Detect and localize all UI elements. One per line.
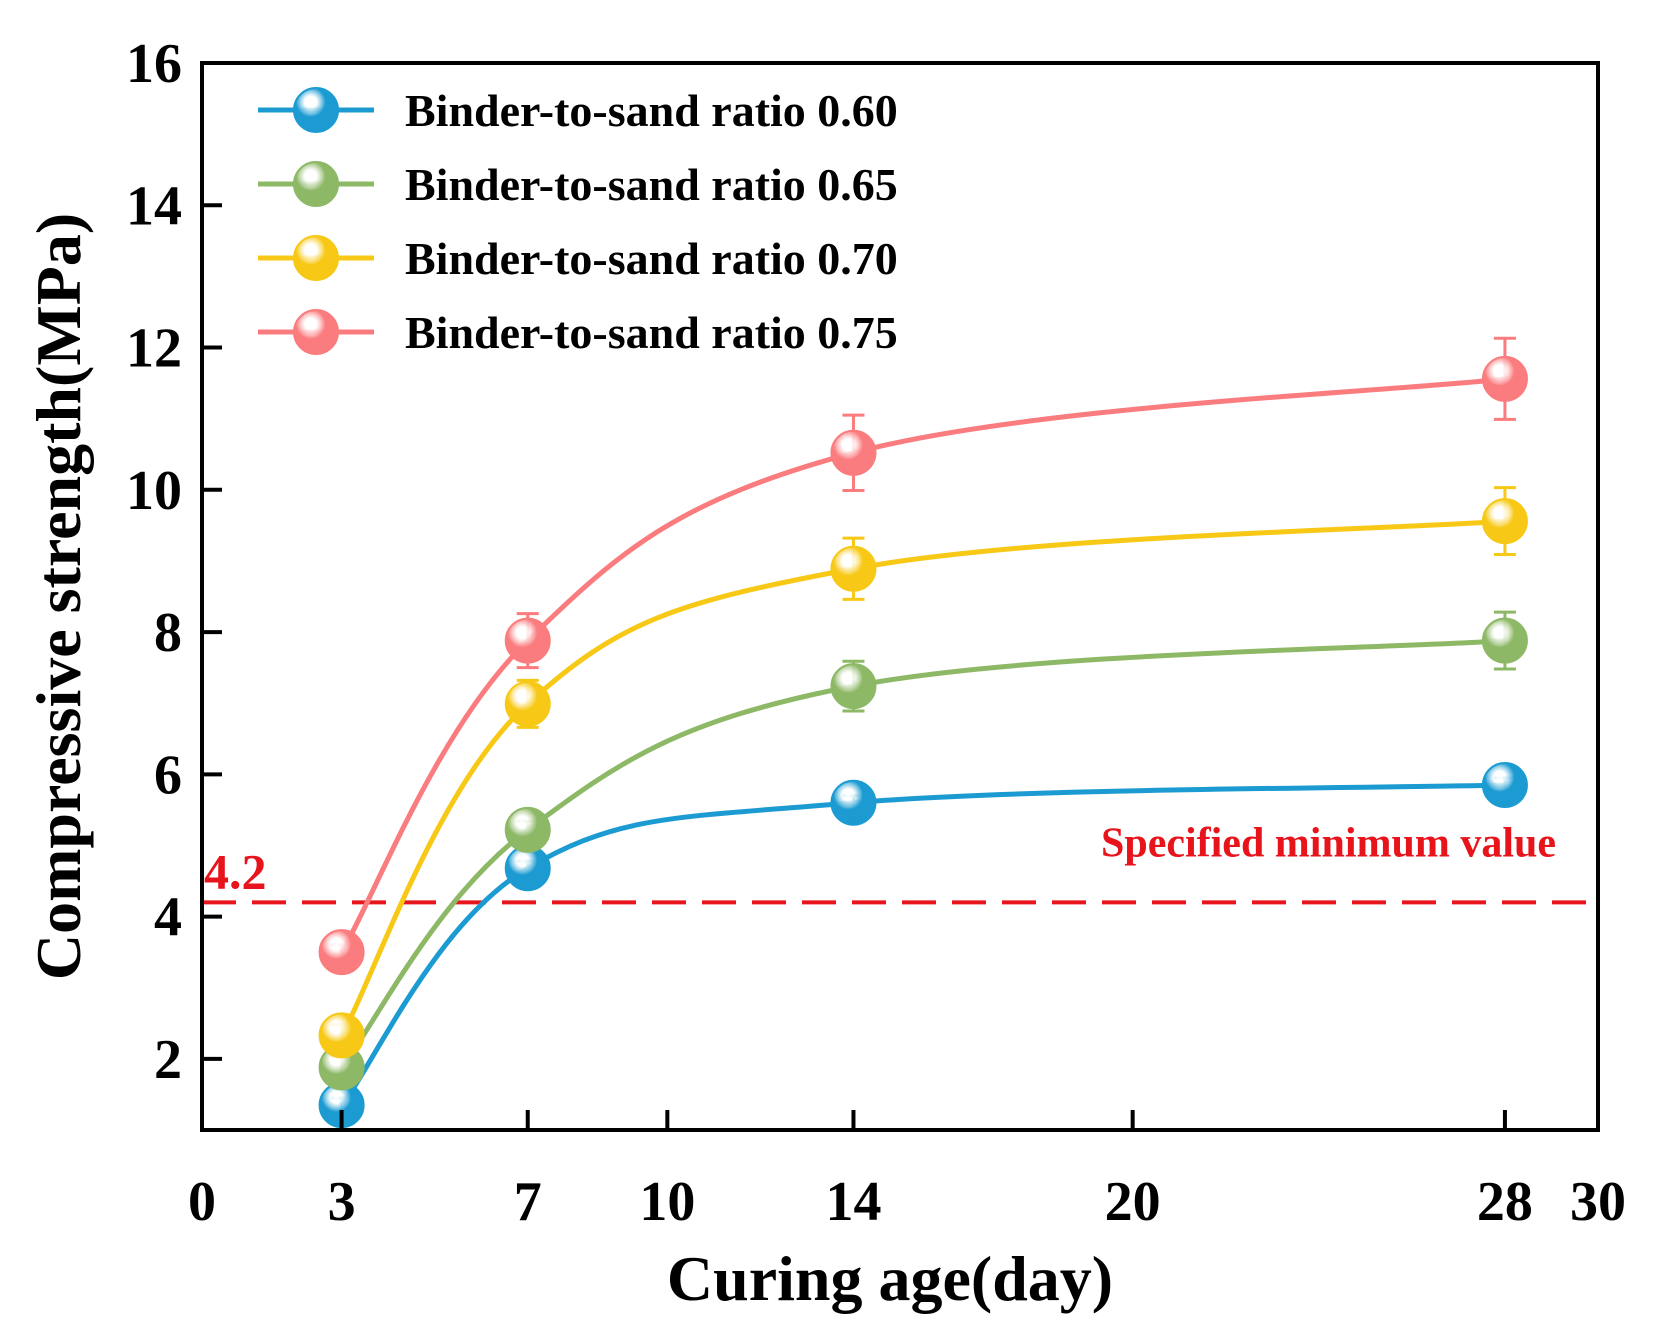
legend-swatch-marker: [293, 87, 339, 133]
axes: [200, 61, 1600, 1132]
series-0: [318, 762, 1528, 1129]
legend-label: Binder-to-sand ratio 0.60: [405, 85, 898, 136]
legend-swatch-marker: [293, 309, 339, 355]
data-point: [504, 617, 551, 664]
legend-item-3: Binder-to-sand ratio 0.75: [258, 307, 898, 358]
data-point: [1481, 617, 1528, 664]
legend-item-0: Binder-to-sand ratio 0.60: [258, 85, 898, 136]
data-point: [830, 779, 877, 826]
x-tick-label: 30: [1570, 1171, 1626, 1233]
y-tick-label: 6: [154, 744, 182, 806]
series-line: [339, 638, 1506, 1069]
x-tick-label: 14: [825, 1171, 881, 1233]
data-point: [1481, 355, 1528, 402]
legend-label: Binder-to-sand ratio 0.65: [405, 159, 898, 210]
y-tick-label: 8: [154, 602, 182, 664]
y-tick-label: 4: [154, 887, 182, 949]
plot-frame: [200, 61, 1600, 1132]
legend: Binder-to-sand ratio 0.60 Binder-to-sand …: [258, 85, 898, 358]
series-line: [339, 376, 1506, 954]
data-point: [504, 680, 551, 727]
data-point: [504, 845, 551, 892]
y-tick-label: 14: [126, 175, 182, 237]
x-tick-label: 3: [328, 1171, 356, 1233]
y-tick-label: 12: [126, 318, 182, 380]
x-tick-label: 7: [514, 1171, 542, 1233]
legend-label: Binder-to-sand ratio 0.70: [405, 233, 898, 284]
data-point: [830, 429, 877, 476]
x-tick-label: 0: [188, 1171, 216, 1233]
data-point: [830, 545, 877, 592]
series-1: [318, 610, 1528, 1091]
ticks: 0 3 7 10 14 20 28 30 2 4 6 8 10 12 14 16: [126, 33, 1626, 1233]
reference-value-label: 4.2: [204, 843, 267, 899]
legend-item-1: Binder-to-sand ratio 0.65: [258, 159, 898, 210]
y-tick-label: 16: [126, 33, 182, 95]
series-line: [339, 782, 1505, 1107]
x-axis-title: Curing age(day): [667, 1243, 1113, 1314]
reference-line-label: Specified minimum value: [1101, 820, 1556, 866]
series-group: [318, 336, 1528, 1129]
legend-swatch-marker: [293, 161, 339, 207]
series-line: [339, 518, 1506, 1037]
data-point: [318, 1012, 365, 1059]
series-2: [318, 486, 1528, 1059]
data-point: [504, 806, 551, 853]
data-point: [318, 929, 365, 976]
series-3: [318, 336, 1528, 976]
reference-line-group: 4.2 Specified minimum value: [202, 820, 1598, 905]
legend-item-2: Binder-to-sand ratio 0.70: [258, 233, 898, 284]
x-tick-label: 20: [1105, 1171, 1161, 1233]
data-point: [1481, 762, 1528, 809]
data-point: [1481, 498, 1528, 545]
y-tick-label: 2: [154, 1029, 182, 1091]
data-point: [830, 663, 877, 710]
x-tick-label: 10: [639, 1171, 695, 1233]
legend-swatch-marker: [293, 235, 339, 281]
x-tick-label: 28: [1477, 1171, 1533, 1233]
y-axis-title: Compressive strength(MPa): [23, 213, 94, 980]
y-tick-label: 10: [126, 460, 182, 522]
legend-label: Binder-to-sand ratio 0.75: [405, 307, 898, 358]
